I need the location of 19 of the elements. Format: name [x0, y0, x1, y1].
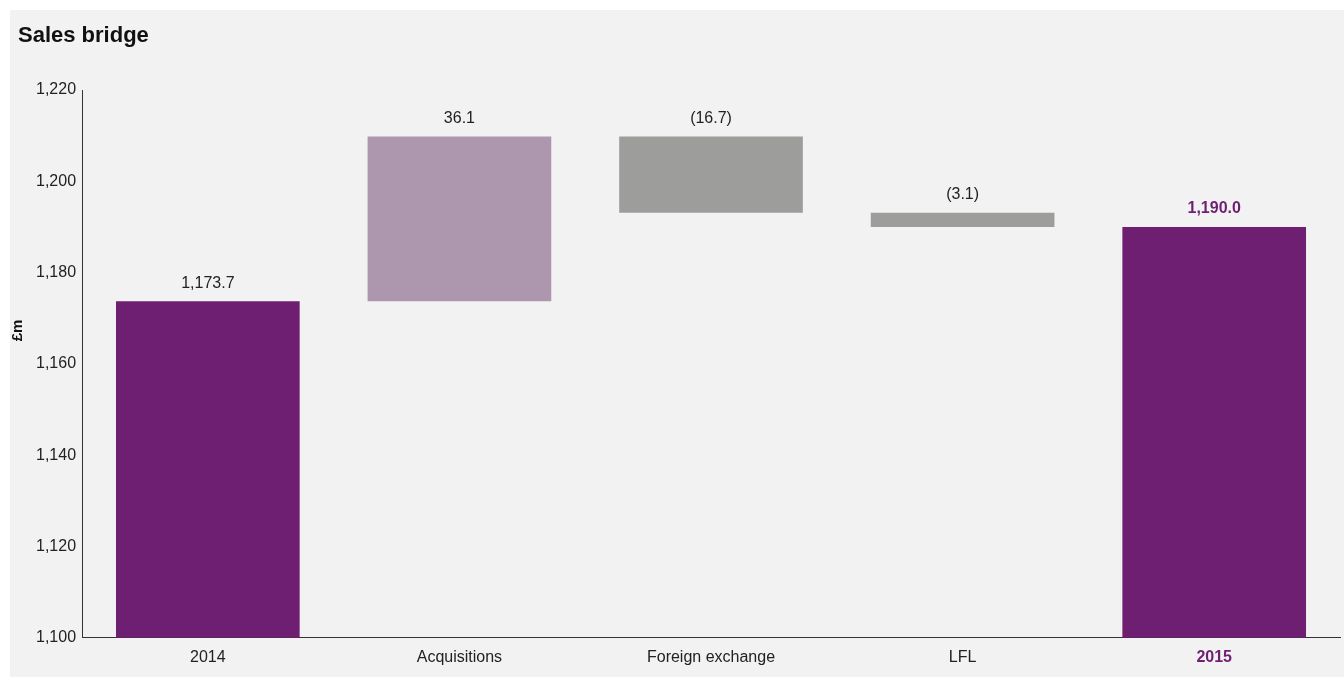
x-tick-label: 2015 [1196, 647, 1233, 665]
x-tick-label: Acquisitions [416, 647, 503, 665]
y-tick-label: 1,100 [35, 628, 77, 646]
data-label: 1,190.0 [1187, 199, 1241, 217]
y-tick-label: 1,120 [35, 536, 77, 554]
data-label: (3.1) [946, 185, 980, 203]
data-label: 1,173.7 [181, 273, 235, 291]
y-tick-label: 1,180 [35, 263, 77, 281]
y-tick-label: 1,200 [35, 171, 77, 189]
y-tick-label: 1,140 [35, 445, 77, 463]
x-tick-label: Foreign exchange [646, 647, 776, 665]
y-tick-label: 1,220 [35, 80, 77, 98]
data-label: (16.7) [690, 108, 732, 126]
y-tick-label: 1,160 [35, 354, 77, 372]
data-label: 36.1 [443, 108, 476, 126]
y-axis-title: £m [8, 319, 26, 342]
x-tick-label: LFL [948, 647, 977, 665]
chart-title: Sales bridge [18, 22, 149, 48]
x-tick-label: 2014 [190, 647, 226, 665]
